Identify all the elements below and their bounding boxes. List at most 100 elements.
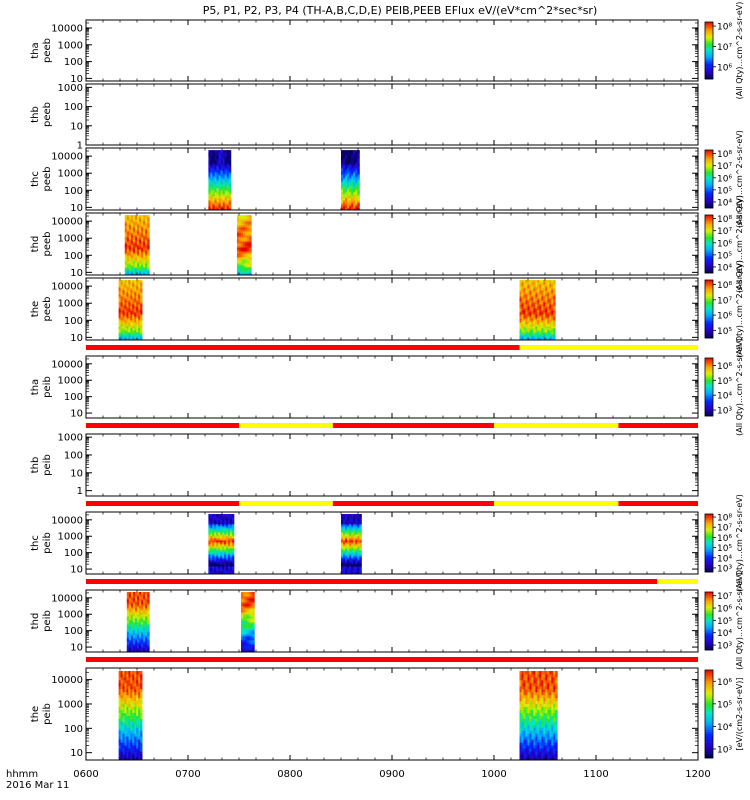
y-tick-label-thc-peeb-2: 1000 [58, 169, 83, 180]
flag-segment-tha-peib-1 [239, 423, 333, 428]
spectrum-the-peib-1 [519, 671, 558, 761]
spectrum-thc-peeb-1 [341, 150, 360, 211]
y-tick-label-thb-peib-0: 1 [77, 486, 83, 497]
colorbar-tick-tha-peeb-0: 10⁶ [717, 63, 732, 73]
colorbar-the-peib: 10³ 10⁴ 10⁵ 10⁶ [eV/(cm2-s-sr-eV)] [704, 669, 744, 759]
flag-segment-thc-peib-0 [86, 579, 658, 584]
y-tick-label-tha-peeb-0: 10 [70, 74, 83, 85]
colorbar-label-thd-peeb: (All Qty)...cm^2-s-sr-eV) [735, 195, 744, 293]
y-tick-label-thd-peeb-1: 100 [64, 251, 83, 262]
y-tick-label-thd-peeb-3: 10000 [51, 217, 83, 228]
colorbar-tick-the-peeb-1: 10⁶ [717, 312, 732, 322]
flag-segment-tha-peib-0 [86, 423, 239, 428]
y-axis-label-the-peeb-inst: peeb [42, 297, 53, 322]
y-tick-label-thd-peib-1: 100 [64, 626, 83, 637]
time-tick-label-2: 0800 [277, 769, 302, 780]
y-tick-label-tha-peeb-1: 100 [64, 57, 83, 68]
quality-flag-thd-peib [86, 657, 698, 662]
y-tick-label-thd-peib-3: 10000 [51, 593, 83, 604]
colorbar-tick-thd-peeb-1: 10⁵ [717, 251, 732, 261]
flag-segment-thc-peib-1 [657, 579, 698, 584]
y-tick-label-tha-peib-0: 10 [70, 409, 83, 420]
y-tick-label-thd-peib-2: 1000 [58, 610, 83, 621]
colorbar-tick-thc-peeb-4: 10⁸ [717, 150, 732, 160]
y-axis-label-thb-peib-sc: thb [30, 457, 41, 474]
colorbar-thd-peeb: 10⁴ 10⁵ 10⁶ 10⁷ 10⁸ (All Qty)...cm^2-s-sr-eV) [704, 195, 744, 293]
y-tick-label-thb-peeb-2: 100 [64, 102, 83, 113]
colorbar-label-thc-peeb: (All Qty)...cm^2-s-sr-eV) [735, 130, 744, 228]
colorbar-the-peeb: 10⁵ 10⁶ 10⁷ 10⁸ (All Qty)...cm^2-s-sr-eV) [704, 260, 744, 358]
figure-title: P5, P1, P2, P3, P4 (TH-A,B,C,D,E) PEIB,P… [203, 4, 598, 17]
y-tick-label-thb-peeb-0: 1 [77, 141, 83, 152]
panel-frame-the-peib [85, 667, 699, 761]
colorbar-tick-thc-peib-2: 10⁵ [717, 544, 732, 554]
colorbar-tick-thc-peib-1: 10⁴ [717, 554, 732, 564]
panel-tha-peib: 10 100 1000 10000 tha peib 10³ 10⁴ 10⁵ 10⁶ (All Qt… [30, 338, 744, 436]
y-tick-label-tha-peib-3: 10000 [51, 359, 83, 370]
y-axis-label-thb-peeb-inst: peeb [42, 102, 53, 127]
panel-frame-the-peeb [85, 277, 699, 341]
colorbar-tick-thd-peib-2: 10⁵ [717, 617, 732, 627]
y-tick-label-thd-peib-0: 10 [70, 643, 83, 654]
panel-frame-thd-peib [85, 589, 699, 653]
colorbar-tick-thc-peib-0: 10³ [717, 564, 732, 574]
y-tick-label-thc-peeb-3: 10000 [51, 152, 83, 163]
y-axis-label-thc-peib-inst: peib [42, 532, 53, 554]
time-tick-label-4: 1000 [481, 769, 506, 780]
panel-thd-peeb: 10 100 1000 10000 thd peeb 10⁴ 10⁵ 10⁶ 10⁷ 10⁸ (All… [30, 195, 744, 293]
colorbar-label-thc-peib: (All Qty)...cm^2-s-sr-eV) [735, 494, 744, 592]
panel-frame-tha-peeb [85, 19, 699, 82]
panel-frame-thb-peeb [85, 83, 699, 146]
colorbar-label-the-peeb: (All Qty)...cm^2-s-sr-eV) [735, 260, 744, 358]
spectrum-thd-peeb-1 [236, 215, 252, 276]
y-tick-label-thc-peib-0: 10 [70, 565, 83, 576]
panel-frame-thb-peib [85, 433, 699, 497]
y-axis-label-thd-peeb-sc: thd [30, 236, 41, 253]
y-tick-label-thc-peeb-0: 10 [70, 203, 83, 214]
y-tick-label-tha-peib-2: 1000 [58, 376, 83, 387]
y-tick-label-thc-peib-2: 1000 [58, 532, 83, 543]
y-axis-label-thd-peib-sc: thd [30, 613, 41, 630]
colorbar-label-tha-peeb: (All Qty)...cm^2-s-sr-eV) [735, 2, 744, 100]
colorbar-tick-thc-peeb-1: 10⁵ [717, 186, 732, 196]
y-tick-label-the-peib-3: 10000 [51, 675, 83, 686]
panel-thb-peeb: 1 10 100 1000 thb peeb [30, 83, 699, 152]
colorbar-tick-the-peib-1: 10⁴ [717, 723, 732, 733]
panel-thc-peib: 10 100 1000 10000 thc peib 10³10⁴10⁵10⁶10⁷10⁸(… [30, 494, 744, 592]
colorbar-tha-peeb: 10⁶ 10⁷ 10⁸ (All Qty)...cm^2-s-sr-eV) [704, 2, 744, 100]
colorbar-tick-the-peib-2: 10⁵ [717, 700, 732, 710]
colorbar-tick-thd-peib-4: 10⁷ [717, 592, 732, 602]
flag-segment-thd-peib-0 [86, 657, 698, 662]
colorbar-tick-the-peeb-0: 10⁵ [717, 327, 732, 337]
y-axis-label-thd-peib-inst: peib [42, 610, 53, 632]
time-axis-unit-label: hhmm [6, 769, 38, 780]
flag-segment-thb-peib-2 [332, 501, 494, 506]
colorbar-tick-thd-peib-3: 10⁶ [717, 605, 732, 615]
colorbar-tick-thc-peib-4: 10⁷ [717, 524, 732, 534]
y-tick-label-thd-peeb-0: 10 [70, 268, 83, 279]
quality-flag-thb-peib [86, 501, 698, 506]
y-tick-label-thc-peeb-1: 100 [64, 186, 83, 197]
flag-segment-thb-peib-1 [239, 501, 333, 506]
quality-flag-the-peeb [86, 345, 698, 350]
y-axis-label-thd-peeb-inst: peeb [42, 232, 53, 257]
y-tick-label-the-peeb-0: 10 [70, 333, 83, 344]
colorbar-tick-the-peib-3: 10⁶ [717, 678, 732, 688]
panel-tha-peeb: 10 100 1000 10000 tha peeb 10⁶ 10⁷ 10⁸ (All Qty).… [30, 2, 744, 100]
colorbar-tick-tha-peeb-1: 10⁷ [717, 43, 732, 53]
colorbar-tha-peib: 10³ 10⁴ 10⁵ 10⁶ (All Qty)...cm^2-s-sr-eV) [704, 338, 744, 436]
y-tick-label-thb-peeb-1: 10 [70, 121, 83, 132]
colorbar-label-the-peib: [eV/(cm2-s-sr-eV)] [735, 677, 744, 750]
colorbar-tick-thd-peeb-0: 10⁴ [717, 263, 732, 273]
time-tick-label-0: 0600 [73, 769, 98, 780]
y-tick-label-the-peib-2: 1000 [58, 699, 83, 710]
panel-the-peib: 10 100 1000 10000 the peib 10³ 10⁴ 10⁵ 10⁶ [eV/(cm… [30, 667, 744, 761]
y-axis-label-the-peib-sc: the [30, 706, 41, 722]
spectrum-thd-peib-1 [241, 592, 255, 653]
flag-segment-thb-peib-0 [86, 501, 239, 506]
colorbar-label-tha-peib: (All Qty)...cm^2-s-sr-eV) [735, 338, 744, 436]
colorbar-tick-thc-peeb-2: 10⁶ [717, 174, 732, 184]
flag-segment-tha-peib-4 [618, 423, 698, 428]
colorbar-tick-thd-peib-0: 10³ [717, 642, 732, 652]
colorbar-tick-thc-peib-3: 10⁶ [717, 534, 732, 544]
